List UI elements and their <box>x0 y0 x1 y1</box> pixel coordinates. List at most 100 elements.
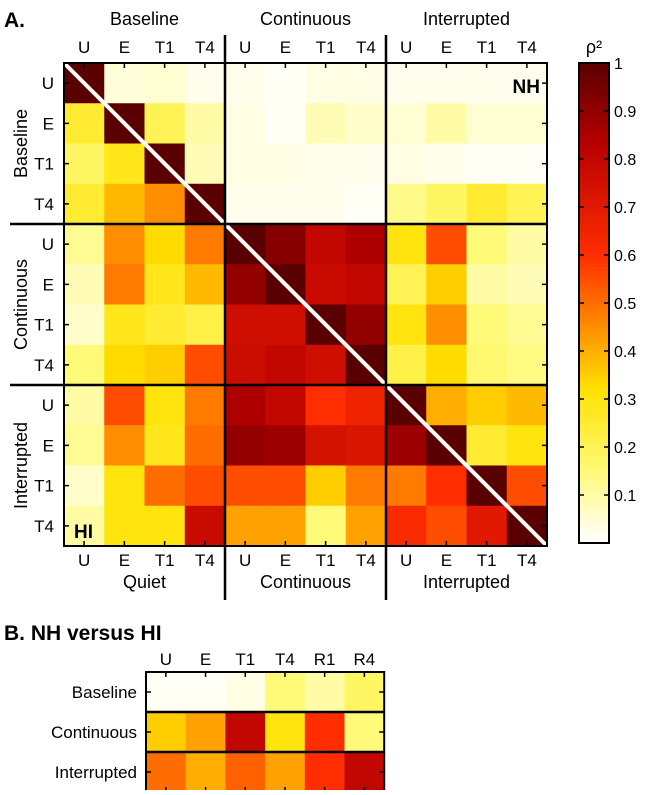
colorbar-gradient-strip <box>579 443 609 448</box>
heatmap-a-cell <box>265 425 307 467</box>
colorbar-gradient-strip <box>579 307 609 312</box>
heatmap-a-cell <box>305 143 347 185</box>
col-tick-label-top: E <box>280 38 291 57</box>
colorbar-gradient-strip <box>579 439 609 444</box>
heatmap-a-cell <box>386 63 427 104</box>
colorbar-gradient-strip <box>579 99 609 104</box>
heatmap-b-cell <box>225 672 266 713</box>
colorbar-gradient-strip <box>579 171 609 176</box>
heatmap-a-cell <box>345 143 387 185</box>
colorbar-gradient-strip <box>579 231 609 236</box>
col-tick-label-top: T1 <box>316 38 336 57</box>
colorbar-gradient-strip <box>579 347 609 352</box>
colorbar-tick-label: 1 <box>614 56 623 73</box>
row-tick-label: T1 <box>34 316 54 335</box>
colorbar-gradient-strip <box>579 411 609 416</box>
heatmap-b-cell <box>265 672 306 713</box>
colorbar-gradient-strip <box>579 135 609 140</box>
colorbar-gradient-strip <box>579 275 609 280</box>
heatmap-a-cell <box>426 385 468 426</box>
colorbar-gradient-strip <box>579 419 609 424</box>
heatmap-a-cell <box>184 425 226 467</box>
heatmap-a-cell <box>506 183 548 225</box>
heatmap-a-cell <box>305 344 347 386</box>
heatmap-a-cell <box>386 224 427 265</box>
group-label-left: Baseline <box>11 109 31 178</box>
heatmap-a-cell <box>466 264 508 306</box>
heatmap-a-cell <box>104 465 146 507</box>
col-tick-label-bottom: U <box>78 551 90 570</box>
colorbar-gradient-strip <box>579 87 609 92</box>
heatmap-a-cell <box>64 264 105 306</box>
colorbar-gradient-strip <box>579 75 609 80</box>
heatmap-a-cell <box>64 505 105 547</box>
colorbar-gradient-strip <box>579 487 609 492</box>
heatmap-a-cell <box>184 465 226 507</box>
heatmap-b-cell <box>225 752 266 793</box>
colorbar-tick-label: 0.1 <box>614 488 636 505</box>
heatmap-b-cell <box>265 752 306 793</box>
heatmap-a-cell <box>386 143 427 185</box>
colorbar-gradient-strip <box>579 211 609 216</box>
colorbar-tick-label: 0.8 <box>614 152 636 169</box>
colorbar-gradient-strip <box>579 335 609 340</box>
heatmap-b-cell <box>344 672 385 713</box>
colorbar-gradient-strip <box>579 123 609 128</box>
colorbar-gradient-strip <box>579 279 609 284</box>
heatmap-b-cell <box>304 752 346 793</box>
colorbar-gradient-strip <box>579 63 609 68</box>
heatmap-a-cell <box>104 63 146 104</box>
col-tick-label: T4 <box>275 650 295 669</box>
heatmap-a-cell <box>506 465 548 507</box>
colorbar-gradient-strip <box>579 399 609 404</box>
heatmap-b-cell <box>344 752 385 793</box>
heatmap-a-cell <box>64 224 105 265</box>
group-label-bottom: Interrupted <box>423 572 510 592</box>
colorbar-gradient-strip <box>579 367 609 372</box>
colorbar-gradient-strip <box>579 131 609 136</box>
col-tick-label: R4 <box>353 650 375 669</box>
heatmap-a-cell <box>184 224 226 265</box>
colorbar-tick-label: 0.5 <box>614 296 636 313</box>
col-tick-label-bottom: T1 <box>316 551 336 570</box>
heatmap-b-cell <box>304 712 346 753</box>
row-tick-label: E <box>43 114 54 133</box>
heatmap-a-cell <box>305 183 347 225</box>
row-tick-label: E <box>43 436 54 455</box>
heatmap-a-cell <box>466 63 508 104</box>
heatmap-a-cell <box>305 103 347 145</box>
heatmap-a-cell <box>104 344 146 386</box>
colorbar-gradient-strip <box>579 483 609 488</box>
heatmap-b-cell <box>146 712 187 753</box>
colorbar-gradient-strip <box>579 167 609 172</box>
heatmap-a-cell <box>104 505 146 547</box>
heatmap-b-cell <box>265 712 306 753</box>
row-tick-label: Continuous <box>51 723 137 742</box>
group-label-bottom: Continuous <box>260 572 351 592</box>
heatmap-a-cell <box>305 264 347 306</box>
heatmap-a-cell <box>426 465 468 507</box>
col-tick-label-bottom: T4 <box>517 551 537 570</box>
col-tick-label-top: E <box>119 38 130 57</box>
heatmap-a-cell <box>426 143 468 185</box>
colorbar-gradient-strip <box>579 299 609 304</box>
heatmap-a-cell <box>386 344 427 386</box>
heatmap-a-cell <box>506 103 548 145</box>
heatmap-a-cell <box>184 264 226 306</box>
row-tick-label: T4 <box>34 517 54 536</box>
heatmap-a-cell <box>144 63 186 104</box>
colorbar-gradient-strip <box>579 499 609 504</box>
colorbar-gradient-strip <box>579 331 609 336</box>
colorbar-gradient-strip <box>579 535 609 540</box>
heatmap-a-cell <box>144 425 186 467</box>
colorbar-gradient-strip <box>579 235 609 240</box>
colorbar-gradient-strip <box>579 79 609 84</box>
heatmap-a-cell <box>144 264 186 306</box>
heatmap-a-cell <box>506 264 548 306</box>
heatmap-a-cell <box>466 304 508 346</box>
colorbar-gradient-strip <box>579 391 609 396</box>
heatmap-a-cell <box>386 304 427 346</box>
colorbar-gradient-strip <box>579 507 609 512</box>
col-tick-label-bottom: T4 <box>195 551 215 570</box>
heatmap-a-cell <box>345 183 387 225</box>
